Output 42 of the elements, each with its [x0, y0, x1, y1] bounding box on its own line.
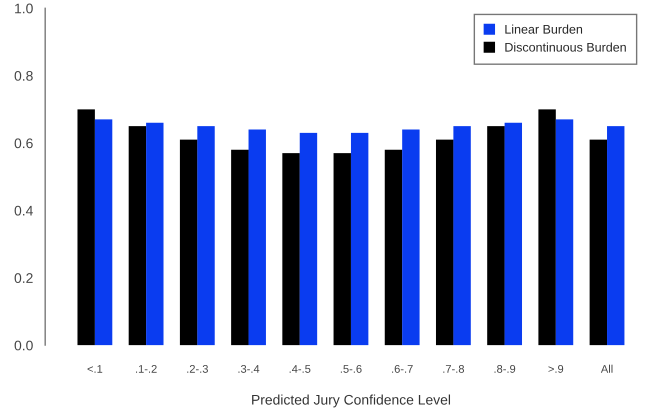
bar [453, 126, 471, 346]
bar [436, 140, 454, 346]
bar [350, 132, 368, 346]
y-tick-label: 0.6 [14, 138, 33, 148]
bar [77, 109, 95, 346]
bar [590, 140, 608, 346]
bar [248, 130, 266, 346]
bar [384, 150, 402, 346]
y-tick-label: 0.2 [14, 273, 33, 284]
bar [94, 119, 112, 346]
x-tick-label: .8-.9 [494, 364, 516, 373]
y-tick-label: 1.0 [15, 4, 33, 14]
bar [556, 119, 574, 346]
bar [180, 140, 198, 346]
bar [487, 126, 505, 346]
x-tick-label: .2-.3 [187, 364, 208, 373]
x-axis-title: Predicted Jury Confidence Level [252, 394, 450, 408]
x-tick-label: <.1 [88, 365, 102, 373]
legend-label: Discontinuous Burden [505, 42, 626, 52]
y-tick-label: 0.0 [14, 340, 33, 350]
bar [282, 153, 300, 346]
y-tick-label: 0.4 [14, 206, 33, 216]
bar [231, 150, 249, 346]
bar [128, 126, 146, 346]
x-tick-label: .1-.2 [136, 364, 157, 373]
x-tick-label: .5-.6 [340, 364, 362, 373]
bar [402, 130, 420, 346]
x-tick-label: >.9 [548, 364, 564, 373]
bar [607, 126, 624, 346]
bar [300, 132, 318, 346]
x-tick-label: .4-.5 [290, 365, 310, 373]
legend-label: Linear Burden [505, 24, 582, 34]
x-tick-label: All [600, 364, 612, 373]
x-tick-label: .6-.7 [392, 364, 413, 373]
bar [538, 109, 556, 346]
x-tick-label: .3-.4 [238, 364, 260, 373]
bar [334, 153, 351, 346]
bar [197, 126, 215, 346]
x-tick-label: .7-.8 [443, 364, 464, 373]
y-tick-label: 0.8 [14, 70, 33, 81]
bar [146, 122, 164, 346]
bar [504, 122, 522, 346]
